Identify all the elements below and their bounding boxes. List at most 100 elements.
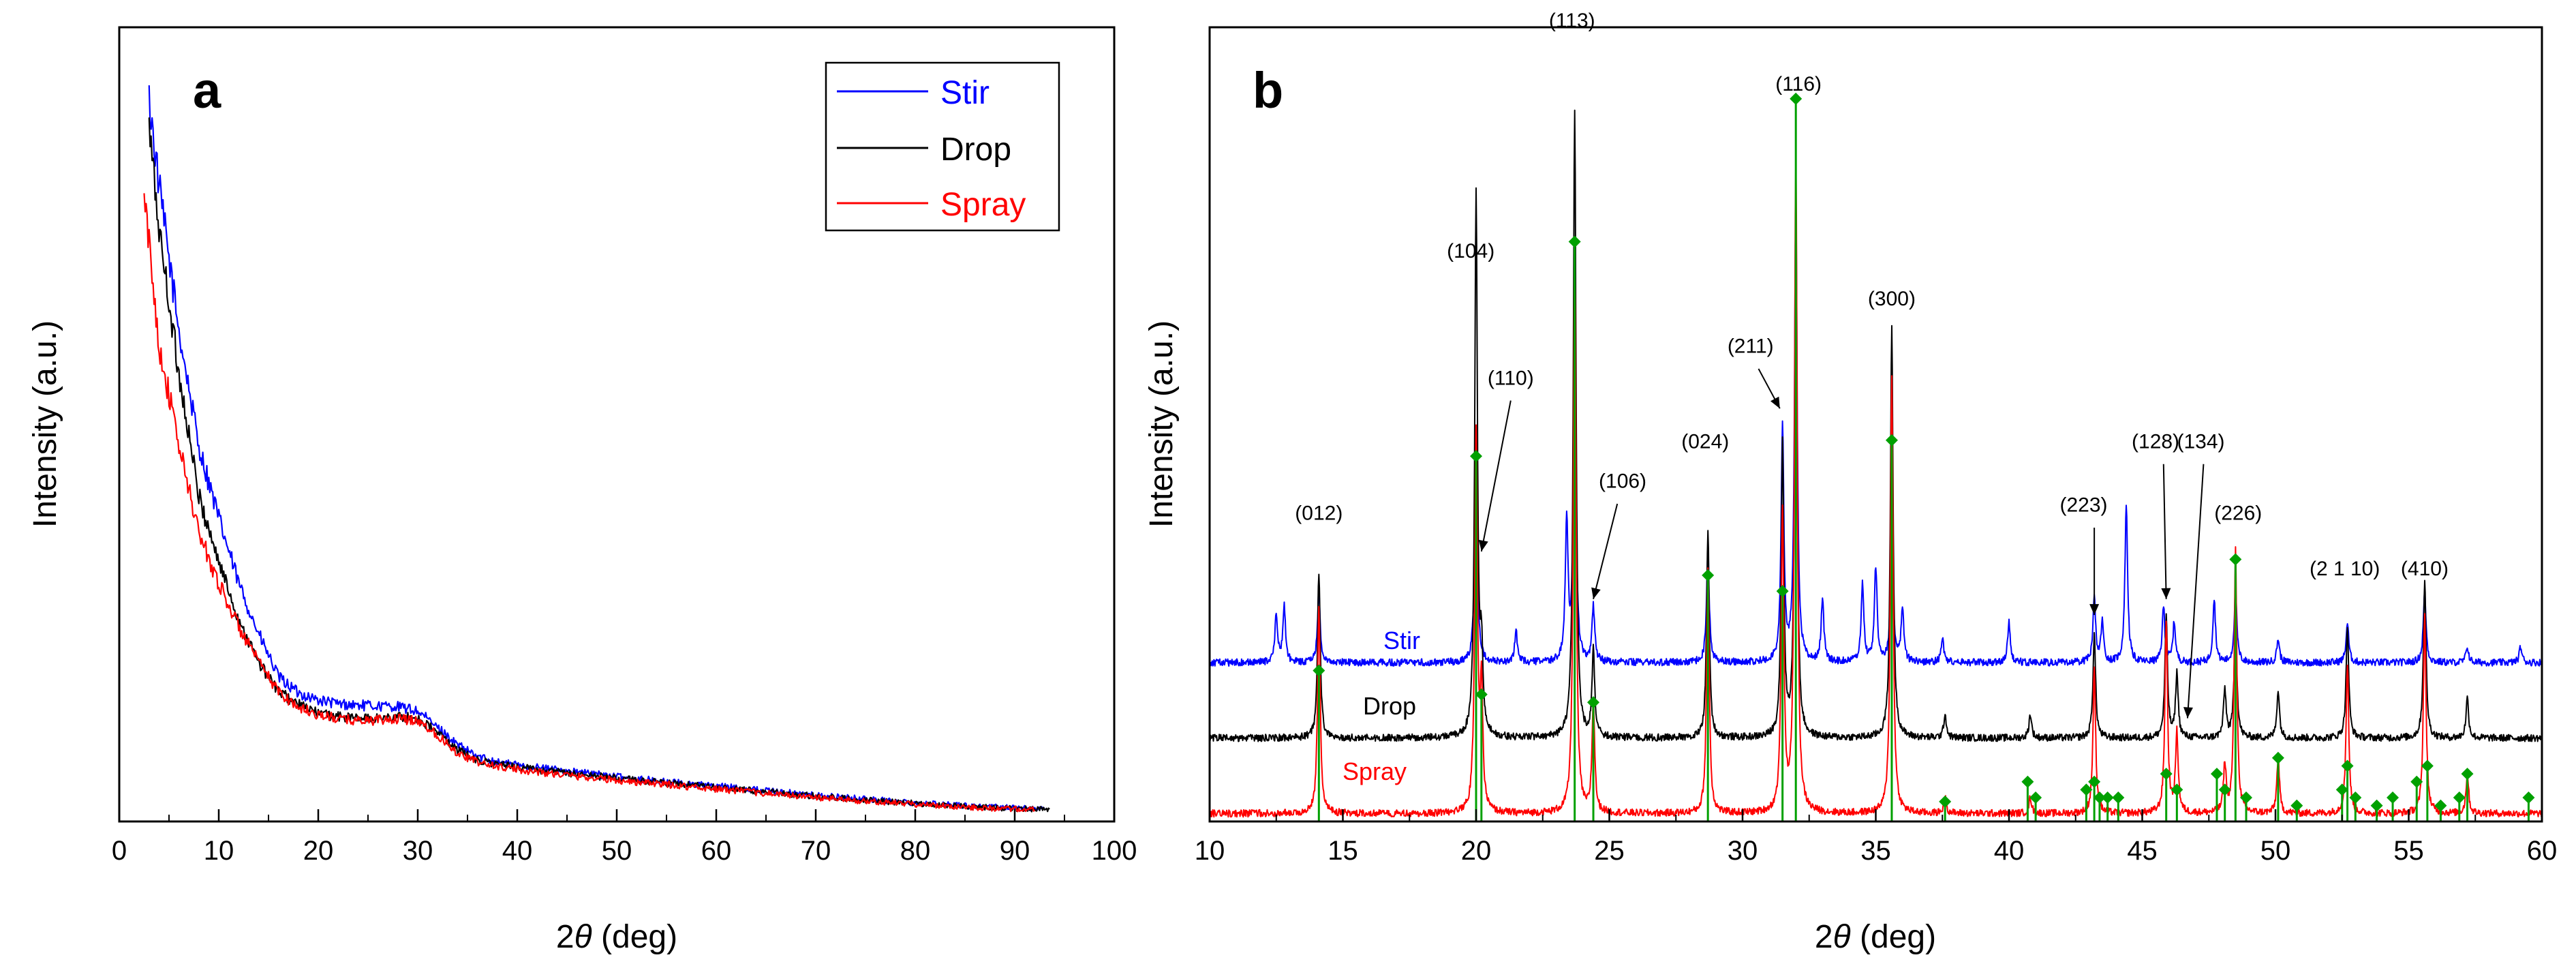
x-tick-label-30: 30	[403, 836, 433, 866]
hkl-label: (226)	[2214, 502, 2262, 524]
x-tick-label-100: 100	[1092, 836, 1137, 866]
x-title-suffix: (deg)	[592, 919, 677, 955]
reference-marker	[2461, 768, 2474, 781]
x-title-prefix: 2	[1815, 919, 1833, 955]
reference-marker	[2335, 783, 2348, 796]
annotation-arrowhead	[1591, 587, 1601, 599]
reference-marker	[2093, 791, 2106, 804]
legend-label-stir: Stir	[940, 75, 990, 111]
hkl-label: (116)	[1775, 73, 1822, 95]
reference-marker	[2349, 791, 2362, 804]
series-spray-line	[143, 193, 1036, 813]
annotation-leader	[1480, 400, 1512, 552]
hkl-label: (110)	[1488, 367, 1534, 389]
x-tick-label-80: 80	[900, 836, 931, 866]
x-tick-label-50: 50	[2260, 836, 2291, 866]
reference-marker	[2080, 783, 2093, 796]
panel-b-series: Stir Drop Spray	[1209, 92, 2543, 821]
reference-marker	[2218, 783, 2231, 796]
reference-marker	[2229, 553, 2242, 566]
reference-marker	[2088, 775, 2101, 788]
panel-b-annotations: (012) (104) (110) (113) (106) (024) (211) (116)…	[1295, 10, 2449, 719]
hkl-label: (223)	[2059, 494, 2107, 517]
x-tick-label-10: 10	[204, 836, 234, 866]
panel-b-letter: b	[1253, 62, 1283, 119]
reference-marker	[2171, 783, 2183, 796]
annotation-leader	[2162, 464, 2167, 599]
hkl-label: (300)	[1868, 288, 1916, 310]
hkl-label: (012)	[1295, 502, 1343, 524]
annotation-arrowhead	[1770, 396, 1780, 409]
x-tick-label-45: 45	[2127, 836, 2158, 866]
series-drop-line	[1209, 109, 2543, 742]
annotation-arrowhead	[1479, 539, 1488, 552]
panel-a-x-ticks: 0 10 20 30 40 50 60 70 80 90 100	[112, 809, 1137, 866]
x-tick-label-40: 40	[1994, 836, 2025, 866]
reference-marker	[1587, 696, 1600, 709]
reference-marker	[2522, 791, 2535, 804]
x-tick-label-70: 70	[801, 836, 831, 866]
reference-marker	[1470, 450, 1482, 463]
x-tick-label-0: 0	[112, 836, 127, 866]
reference-marker	[1885, 434, 1898, 447]
reference-marker	[2271, 751, 2284, 764]
reference-marker	[2160, 768, 2173, 781]
x-tick-label-20: 20	[303, 836, 334, 866]
trace-label-stir: Stir	[1383, 627, 1420, 654]
x-tick-label-60: 60	[701, 836, 732, 866]
reference-marker	[2410, 775, 2423, 788]
reference-marker	[1475, 688, 1488, 701]
annotation-arrowhead	[2161, 588, 2171, 599]
x-tick-label-30: 30	[1728, 836, 1758, 866]
x-tick-label-90: 90	[1000, 836, 1030, 866]
annotation-arrowhead	[2183, 707, 2193, 719]
reference-marker	[1790, 92, 1803, 105]
reference-marker	[2387, 791, 2399, 804]
series-drop-line	[148, 117, 1050, 813]
x-tick-label-55: 55	[2393, 836, 2424, 866]
x-tick-label-20: 20	[1461, 836, 1492, 866]
reference-marker	[1568, 235, 1581, 248]
x-tick-label-50: 50	[602, 836, 632, 866]
reference-marker	[1776, 585, 1789, 598]
reference-marker	[2290, 799, 2303, 812]
reference-marker	[2112, 791, 2125, 804]
series-stir-line	[1209, 200, 2543, 667]
panel-a-x-axis-title: 2θ (deg)	[556, 919, 677, 955]
panel-a-letter: a	[193, 62, 221, 119]
reference-marker	[1313, 664, 1325, 677]
panel-b-x-ticks: 10 15 20 25 30 35 40 45 50 55 60	[1195, 809, 2558, 866]
reference-marker	[2021, 775, 2034, 788]
legend-label-drop: Drop	[940, 132, 1011, 168]
hkl-label: (024)	[1681, 430, 1729, 453]
panel-a-series	[143, 85, 1050, 813]
reference-marker	[2421, 759, 2434, 772]
hkl-label: (113)	[1549, 10, 1595, 32]
reference-marker	[2101, 791, 2114, 804]
reference-marker	[2239, 791, 2252, 804]
x-tick-label-35: 35	[1860, 836, 1891, 866]
reference-marker	[2453, 791, 2466, 804]
hkl-label: (128)	[2132, 430, 2179, 453]
reference-marker	[2434, 799, 2447, 812]
reference-marker	[2029, 791, 2042, 804]
panel-b-x-axis-title: 2θ (deg)	[1815, 919, 1936, 955]
x-tick-label-60: 60	[2527, 836, 2558, 866]
reference-marker	[1939, 795, 1952, 808]
reference-marker	[2370, 799, 2383, 812]
hkl-label: (410)	[2401, 558, 2449, 580]
trace-label-spray: Spray	[1343, 757, 1407, 785]
hkl-label: (2 1 10)	[2310, 558, 2380, 580]
reference-marker	[2210, 768, 2223, 781]
panel-b-y-axis-title: Intensity (a.u.)	[1144, 320, 1180, 528]
panel-a-legend: Stir Drop Spray	[825, 61, 1060, 232]
x-tick-label-25: 25	[1594, 836, 1625, 866]
x-title-theta: θ	[574, 919, 592, 955]
reference-marker	[1702, 569, 1715, 582]
panel-a-chart: 0 10 20 30 40 50 60 70 80 90 100 a Stir Drop Spray…	[27, 26, 1137, 955]
annotation-leader	[1593, 503, 1619, 600]
panel-a-y-axis-title: Intensity (a.u.)	[27, 320, 63, 528]
trace-label-drop: Drop	[1363, 692, 1416, 720]
hkl-label: (211)	[1728, 335, 1774, 358]
